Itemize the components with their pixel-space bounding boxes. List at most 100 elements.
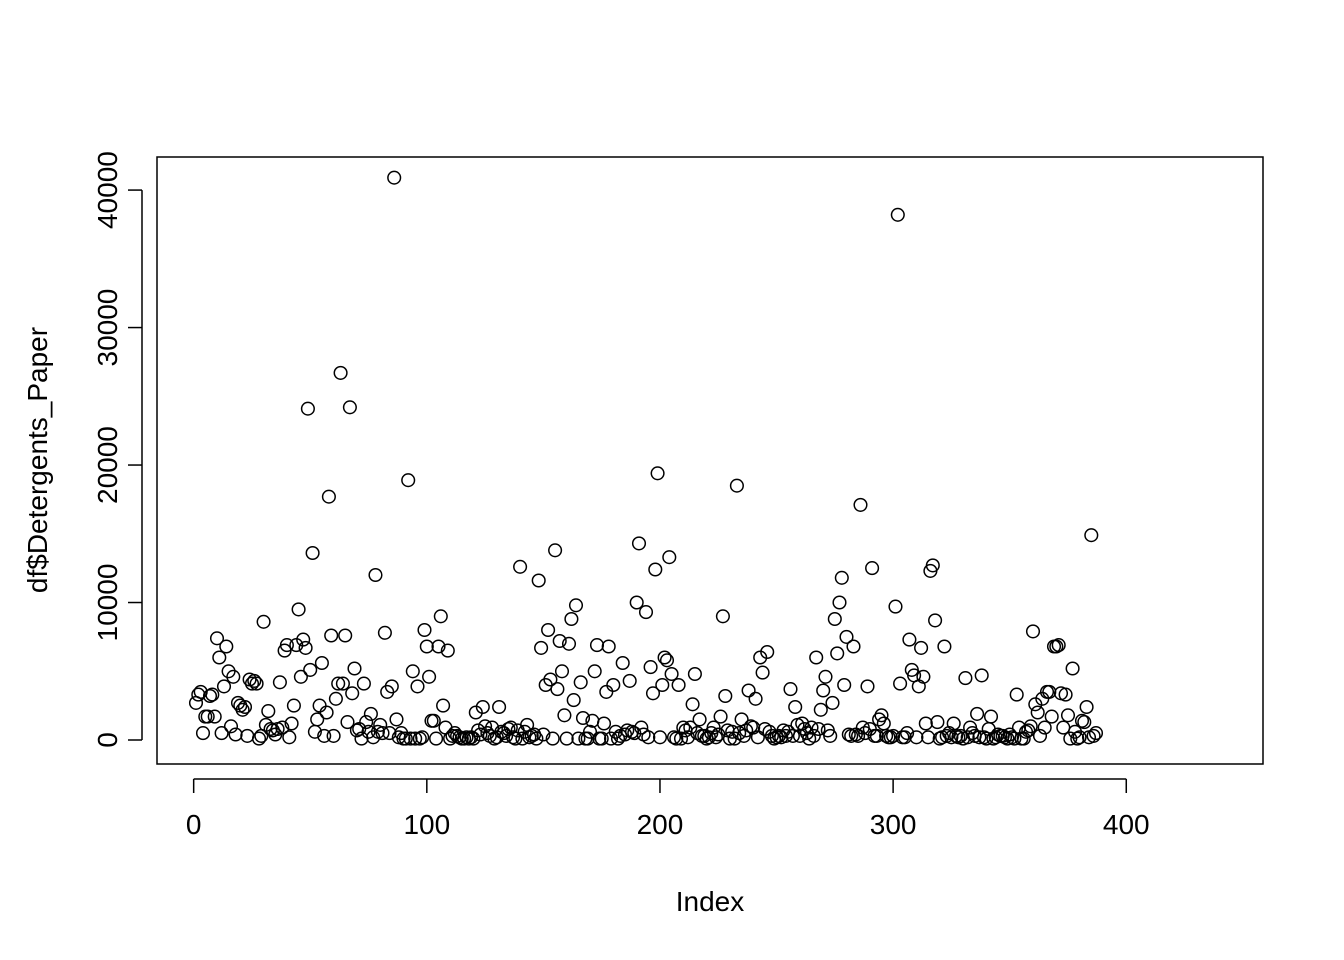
data-point (356, 676, 371, 691)
data-point (457, 731, 472, 746)
data-point (1044, 709, 1059, 724)
data-point (426, 713, 441, 728)
data-point (303, 662, 318, 677)
data-point (739, 723, 754, 738)
data-point (680, 730, 695, 745)
data-point (251, 731, 267, 746)
data-point (293, 669, 308, 684)
y-tick-label: 20000 (92, 426, 123, 504)
data-point (615, 655, 630, 671)
y-tick-label: 0 (92, 732, 123, 748)
data-point (296, 632, 311, 647)
data-point (830, 646, 845, 661)
data-point (755, 665, 770, 680)
x-axis: 0 100 200 300 400 (186, 778, 1150, 840)
data-point (1049, 639, 1064, 654)
data-point (195, 726, 211, 741)
data-point (223, 719, 239, 734)
data-point (235, 702, 250, 717)
data-point (601, 639, 616, 654)
x-tick-label: 400 (1103, 809, 1150, 840)
data-point (230, 695, 246, 710)
data-point (937, 639, 952, 654)
data-point (331, 676, 346, 691)
data-point (408, 731, 423, 746)
data-point (883, 730, 898, 745)
data-point (244, 676, 260, 691)
data-point (359, 715, 374, 730)
data-point (1086, 728, 1101, 743)
data-point (564, 611, 579, 627)
x-tick-label: 200 (637, 809, 684, 840)
data-point (279, 638, 294, 653)
data-point (335, 676, 350, 691)
data-point (659, 653, 675, 668)
data-point (1088, 726, 1104, 741)
data-point (1084, 528, 1099, 543)
data-point (363, 706, 378, 721)
data-point (918, 716, 933, 731)
data-point (662, 550, 677, 565)
data-point (282, 730, 297, 745)
data-point (492, 699, 507, 715)
data-point (748, 691, 763, 706)
data-point (890, 207, 905, 222)
data-point (212, 650, 227, 665)
data-point (324, 628, 339, 643)
data-point (580, 731, 595, 746)
data-point (310, 712, 325, 727)
data-point (594, 731, 609, 746)
data-point (375, 726, 390, 741)
data-point (328, 691, 343, 706)
data-point (1032, 728, 1048, 743)
data-point (925, 558, 940, 573)
data-point (888, 599, 903, 614)
data-point (804, 720, 819, 735)
data-point (209, 631, 225, 646)
data-point (249, 676, 264, 691)
data-point (1079, 699, 1094, 715)
data-point (319, 705, 334, 720)
data-point (1023, 719, 1038, 734)
data-point (638, 605, 654, 620)
data-point (345, 686, 360, 701)
data-point (1070, 731, 1085, 746)
data-point (422, 669, 437, 684)
data-point (305, 545, 320, 561)
data-point (750, 730, 765, 745)
data-point (389, 712, 404, 727)
data-point (552, 633, 567, 649)
data-point (865, 561, 880, 576)
data-point (387, 170, 402, 185)
data-point (405, 664, 420, 679)
data-point (629, 595, 644, 610)
data-point (561, 636, 577, 651)
data-point (317, 728, 332, 743)
data-point (669, 731, 684, 746)
data-point (853, 497, 868, 512)
data-point (666, 730, 682, 745)
data-point (1004, 730, 1020, 745)
data-point (459, 730, 474, 745)
data-point (440, 643, 455, 658)
data-point (1072, 730, 1087, 745)
data-point (219, 639, 234, 654)
data-point (205, 687, 220, 702)
data-point (841, 727, 856, 742)
data-point (596, 716, 612, 731)
data-point (433, 609, 448, 624)
y-axis: 0 10000 20000 30000 40000 (92, 151, 143, 748)
data-point (531, 573, 546, 588)
data-point (342, 400, 357, 415)
data-point (587, 664, 602, 679)
data-point (664, 666, 679, 682)
data-point (610, 731, 626, 746)
data-point (501, 721, 516, 737)
data-point (284, 716, 299, 731)
data-point (715, 609, 730, 624)
data-point (657, 650, 672, 665)
data-point (508, 731, 523, 746)
data-point (321, 489, 336, 504)
data-point (788, 699, 803, 715)
data-point (1051, 638, 1066, 653)
